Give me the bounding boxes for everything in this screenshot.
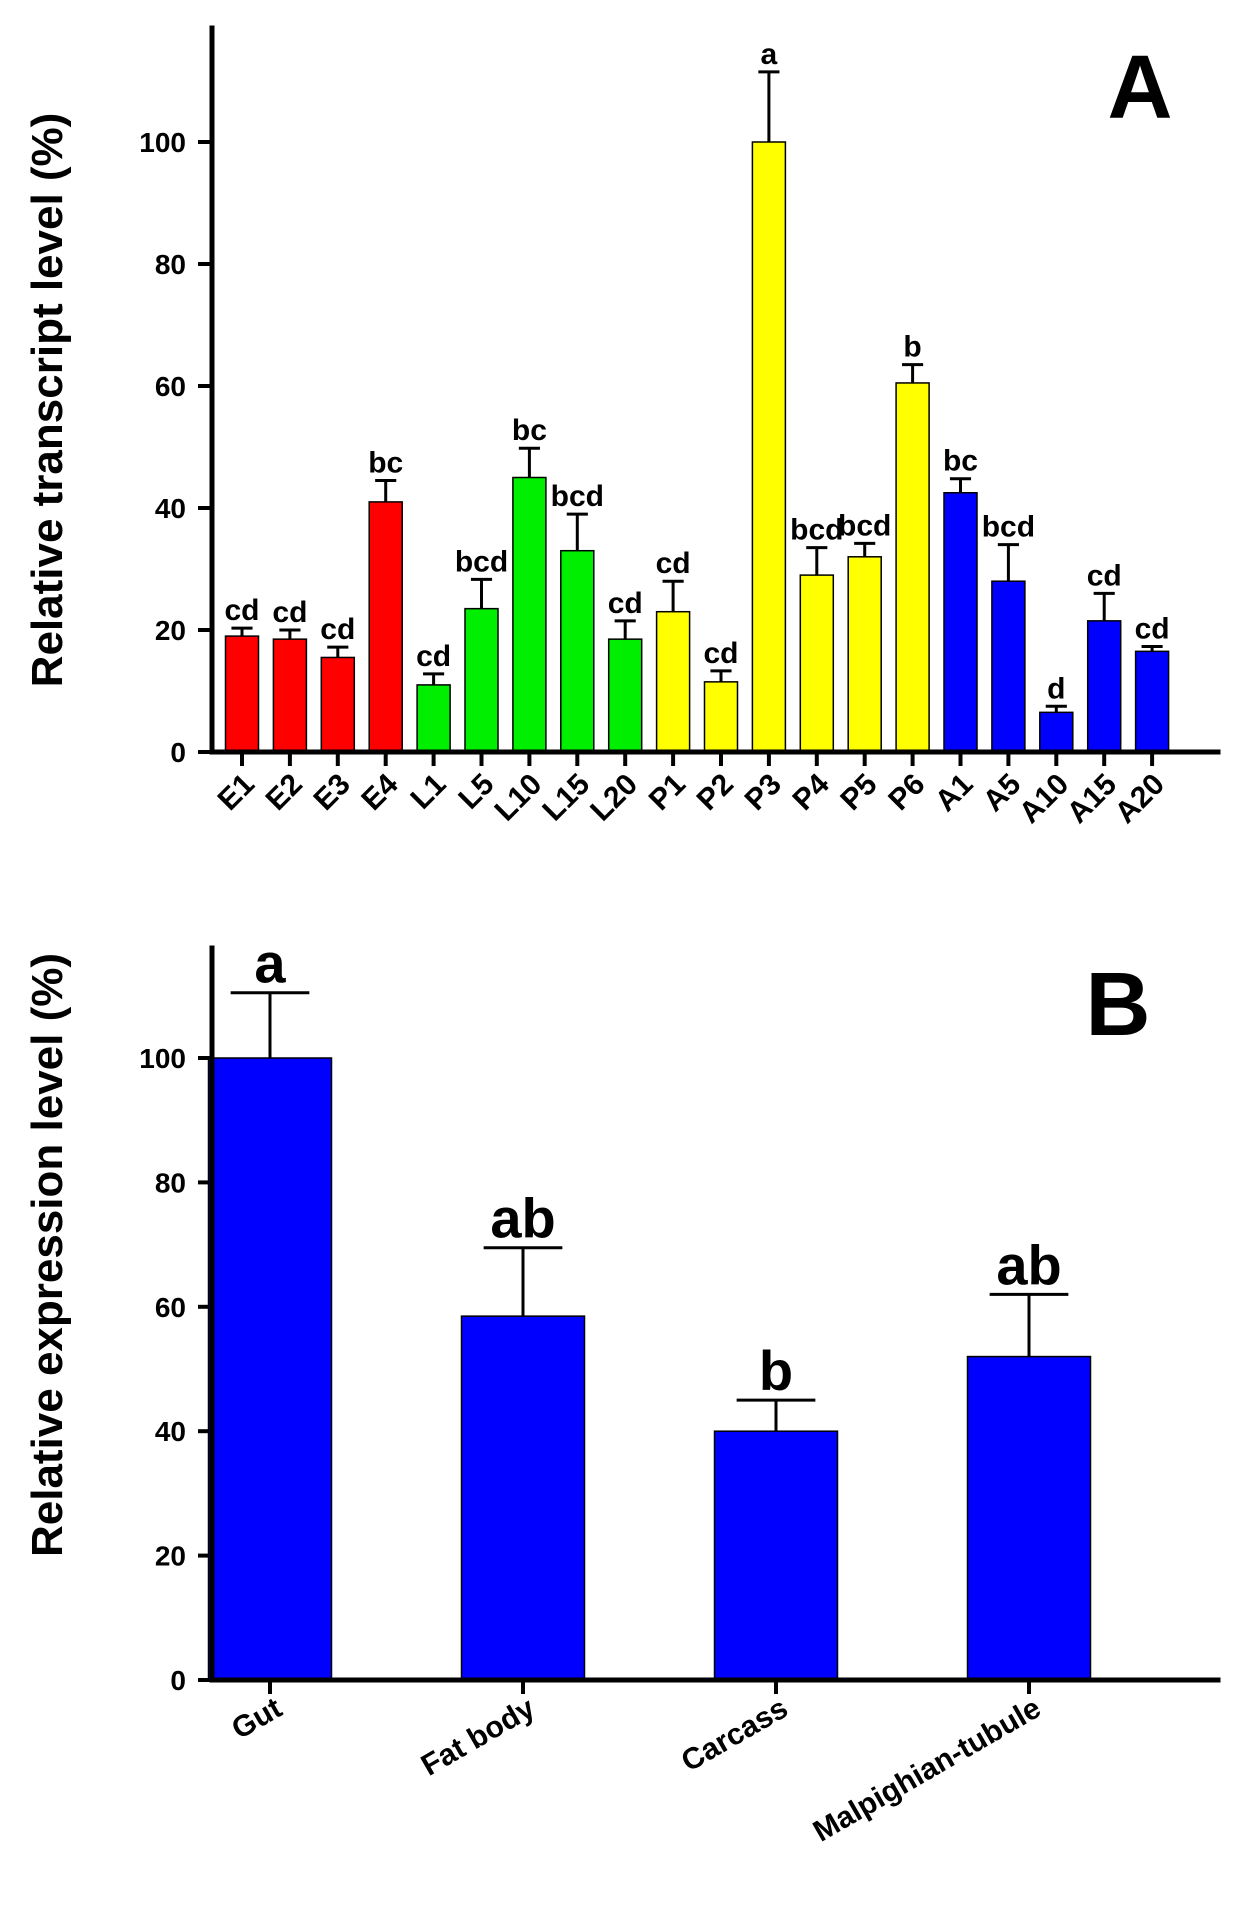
panel-a-y-tick-label: 60 [155,371,186,402]
panel-a-category-label: P2 [691,768,740,817]
panel-a-significance-label: bcd [551,480,604,513]
panel-a-y-axis-title: Relative transcript level (%) [23,113,72,688]
panel-a-category-label: L1 [404,768,452,816]
panel-a-plot: 020406080100cdE1cdE2cdE3bcE4cdL1bcdL5bcL… [139,38,1171,830]
panel-a-significance-label: d [1047,672,1065,705]
panel-b: B Relative expression level (%) 0 20 40 60 8… [23,932,1221,1848]
panel-b-y-tick-label: 80 [155,1167,186,1198]
panel-a-bar [320,656,356,753]
panel-b-bar [966,1355,1092,1681]
panel-a-significance-label: cd [703,637,738,670]
panel-a-significance-label: cd [656,547,691,580]
panel-a-bar [416,684,451,753]
panel-a-y-tick-label: 20 [155,615,186,646]
panel-a-bar [751,141,787,753]
panel-b-category-label: Fat body [416,1691,541,1782]
panel-b-y-tick-label: 100 [139,1043,186,1074]
panel-b-y-tick-label: 40 [155,1416,186,1447]
panel-a-bar [991,580,1026,753]
panel-b-category-label: Malpighian-tubule [808,1691,1047,1848]
panel-a-significance-label: cd [608,587,643,620]
panel-a-significance-label: bcd [455,545,508,578]
panel-b-significance-label: b [759,1339,793,1402]
panel-a-bar [1086,620,1122,753]
panel-a-category-label: A10 [1013,768,1075,830]
panel-b-label: B [1086,955,1151,1055]
panel-a-bar [464,607,499,753]
panel-b-category-label: Gut [226,1691,287,1745]
panel-b-y-tick-label: 20 [155,1541,186,1572]
panel-a-category-label: P1 [643,768,692,817]
panel-a-category-label: P3 [739,768,788,817]
panel-b-bar [207,1057,333,1681]
panel-a-category-label: L20 [584,768,644,828]
panel-a-y-tick-label: 100 [139,127,186,158]
panel-a-significance-label: cd [1087,559,1122,592]
panel-a-significance-label: b [903,331,921,364]
panel-a-significance-label: bcd [982,511,1035,544]
panel-a-category-label: P4 [786,767,836,817]
panel-a-bar [224,635,260,753]
panel-a-bar [560,549,595,753]
panel-b-category-label: Carcass [676,1691,794,1778]
panel-b-significance-label: ab [996,1233,1061,1296]
panel-b-significance-label: ab [490,1187,555,1250]
panel-b-y-tick-label: 0 [170,1665,186,1696]
panel-a-bar [847,556,882,753]
panel-a-significance-label: cd [320,613,355,646]
panel-a-significance-label: bc [512,414,547,447]
panel-a-category-label: E1 [212,768,261,817]
panel-a-category-label: E3 [307,768,356,817]
panel-a-bar [607,638,643,753]
panel-a-category-label: E2 [260,768,309,817]
panel-a-bar [799,574,835,753]
panel-a-y-tick-label: 0 [170,737,186,768]
panel-a-bar [1039,711,1074,753]
panel-b-significance-label: a [254,932,286,995]
panel-a-y-tick-label: 80 [155,249,186,280]
panel-a-bar [272,638,308,753]
panel-a-significance-label: bc [368,447,403,480]
panel-b-y-axis-title: Relative expression level (%) [23,953,72,1557]
panel-b-bar [713,1430,839,1681]
panel-a-bar [703,681,739,753]
panel-a-category-label: A15 [1061,768,1123,830]
panel-a-significance-label: cd [1135,612,1170,645]
panel-b-plot: 0 20 40 60 80 100 a Gut ab Fat body b Carcass ab Malp… [139,932,1092,1848]
panel-a-bar [1134,650,1170,753]
panel-b-y-tick-label: 60 [155,1292,186,1323]
panel-b-bar [460,1315,586,1681]
panel-a-significance-label: cd [272,596,307,629]
panel-a-bar [943,492,978,753]
panel-a-significance-label: bc [943,445,978,478]
panel-a: A Relative transcript level (%) 0 20 40 60 8… [23,25,1221,830]
panel-a-bar [895,382,930,753]
panel-a-category-label: P6 [882,768,931,817]
panel-a-significance-label: cd [224,594,259,627]
panel-a-bar [512,476,547,753]
panel-a-category-label: E4 [355,767,405,817]
panel-a-category-label: L15 [536,768,596,828]
panel-a-category-label: A1 [929,768,979,818]
panel-a-label: A [1108,38,1173,138]
panel-a-significance-label: bcd [790,514,843,547]
panel-a-bar [368,501,403,753]
panel-a-bar [655,610,691,753]
panel-a-category-label: P5 [834,768,883,817]
panel-a-y-tick-label: 40 [155,493,186,524]
panel-a-significance-label: bcd [838,509,891,542]
panel-a-significance-label: cd [416,640,451,673]
panel-a-category-label: L10 [488,768,548,828]
panel-a-category-label: A20 [1109,768,1171,830]
panel-a-significance-label: a [761,38,778,71]
